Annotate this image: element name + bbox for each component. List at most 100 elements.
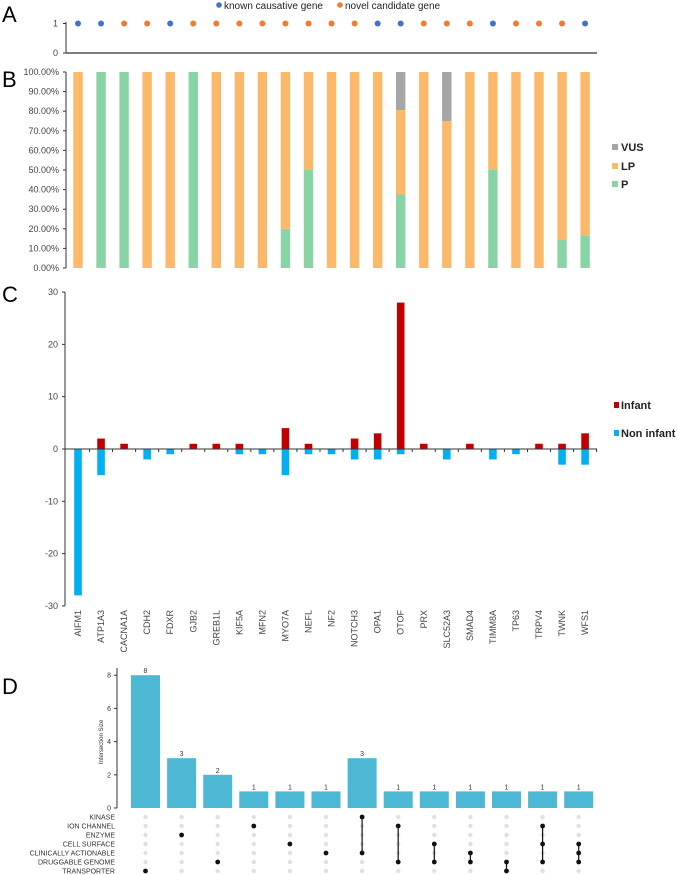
matrix-dot-empty — [215, 868, 220, 874]
set-label: DRUGGABLE GENOME — [38, 860, 115, 867]
matrix-dot-empty — [215, 814, 220, 820]
matrix-dot-empty — [540, 868, 545, 874]
intersection-bar-3 — [239, 791, 269, 808]
matrix-dot-empty — [468, 841, 473, 847]
bar-non-infant-NF2 — [327, 449, 336, 455]
legend-label-P: P — [621, 179, 628, 191]
bar-non-infant-NOTCH3 — [350, 449, 359, 460]
legend-swatch-P — [612, 181, 618, 187]
y-tick-label: 10 — [48, 392, 58, 402]
matrix-dot-filled — [431, 859, 437, 865]
matrix-dot-empty — [468, 814, 473, 820]
bar-value-label: 1 — [505, 784, 509, 791]
x-tick-label: CACNA1A — [119, 610, 129, 653]
matrix-dot-empty — [576, 868, 581, 874]
x-tick-label: NEFL — [304, 610, 314, 633]
intersection-bar-6 — [347, 758, 377, 808]
bar-non-infant-OTOF — [396, 449, 405, 455]
data-point-NEFL — [305, 20, 312, 27]
bar-P-22 — [580, 235, 590, 268]
bar-LP-3 — [142, 72, 152, 268]
matrix-dot-empty — [215, 850, 220, 856]
y-tick-label: 0 — [53, 48, 58, 58]
bar-LP-12 — [349, 72, 360, 268]
matrix-dot-empty — [143, 841, 148, 847]
data-point-ATP1A3 — [98, 20, 105, 27]
y-axis-label: Intersection Size — [99, 719, 105, 764]
x-tick-label: OPA1 — [373, 610, 383, 633]
x-tick-label: TP63 — [511, 610, 521, 632]
bar-non-infant-KIF5A — [235, 449, 244, 455]
bar-infant-SMAD4 — [466, 443, 474, 449]
matrix-dot-empty — [215, 841, 220, 847]
matrix-dot-empty — [504, 823, 509, 829]
y-tick-label: -10 — [45, 496, 58, 506]
matrix-dot-empty — [287, 850, 293, 856]
bar-non-infant-NEFL — [304, 449, 313, 455]
data-point-WFS1 — [582, 20, 589, 27]
x-tick-label: TWNK — [557, 610, 567, 637]
bar-infant-OTOF — [396, 302, 405, 449]
data-point-TP63 — [512, 20, 519, 27]
y-tick-label: 30 — [48, 287, 58, 297]
bar-LP-16 — [442, 121, 452, 268]
y-tick-label: 4 — [107, 739, 111, 746]
bar-infant-TRPV4 — [535, 443, 543, 449]
matrix-dot-empty — [287, 832, 293, 838]
matrix-dot-empty — [468, 868, 473, 874]
y-tick-label: 0 — [107, 806, 111, 813]
matrix-dot-empty — [143, 859, 148, 865]
matrix-dot-filled — [395, 823, 401, 829]
y-tick-label: -20 — [45, 549, 58, 559]
bar-P-21 — [557, 239, 567, 268]
matrix-dot-empty — [179, 841, 184, 847]
data-point-KIF5A — [236, 20, 243, 27]
matrix-dot-empty — [504, 814, 509, 820]
matrix-dot-filled — [504, 859, 509, 865]
data-point-SLC52A3 — [443, 20, 450, 27]
matrix-dot-filled — [287, 841, 293, 847]
y-tick-label: 100.00% — [23, 67, 59, 77]
bar-VUS-14 — [396, 72, 406, 111]
data-point-TRPV4 — [536, 20, 542, 27]
y-tick-label: 0 — [53, 444, 58, 454]
data-point-TWNK — [559, 20, 566, 27]
matrix-dot-filled — [576, 850, 582, 856]
set-label: ION CHANNEL — [67, 824, 115, 831]
intersection-bar-10 — [492, 791, 521, 808]
matrix-dot-empty — [432, 823, 437, 829]
bar-value-label: 3 — [360, 751, 364, 758]
legend-marker-known — [216, 2, 222, 8]
bar-non-infant-MYO7A — [281, 449, 290, 476]
x-tick-label: AIFM1 — [73, 610, 83, 637]
matrix-dot-filled — [576, 841, 582, 847]
bar-infant-MYO7A — [281, 428, 290, 449]
bar-non-infant-SLC52A3 — [443, 449, 451, 460]
bar-P-5 — [188, 72, 198, 268]
x-tick-label: SLC52A3 — [442, 610, 452, 649]
matrix-dot-empty — [179, 850, 184, 856]
bar-value-label: 8 — [144, 668, 148, 675]
data-point-MYO7A — [282, 20, 289, 27]
matrix-dot-empty — [143, 814, 148, 820]
data-point-CDH2 — [144, 20, 151, 27]
bar-P-10 — [303, 170, 314, 268]
y-tick-label: 10.00% — [28, 243, 59, 253]
data-point-FDXR — [167, 20, 174, 27]
intersection-bar-4 — [275, 791, 305, 808]
matrix-dot-filled — [359, 850, 365, 856]
bar-infant-TWNK — [558, 443, 566, 449]
panel-label-b: B — [2, 67, 17, 92]
legend-label-novel: novel candidate gene — [345, 1, 441, 12]
x-tick-label: ATP1A3 — [96, 610, 106, 643]
bar-value-label: 1 — [541, 784, 545, 791]
set-label: CELL SURFACE — [63, 842, 116, 849]
x-tick-label: GREB1L — [211, 610, 221, 646]
data-point-NOTCH3 — [351, 20, 358, 27]
legend-label-1: Non infant — [621, 428, 676, 440]
bar-non-infant-ATP1A3 — [97, 449, 105, 476]
legend-marker-novel — [337, 2, 343, 8]
matrix-dot-filled — [576, 859, 582, 865]
matrix-dot-empty — [287, 823, 293, 829]
matrix-dot-filled — [143, 868, 148, 874]
